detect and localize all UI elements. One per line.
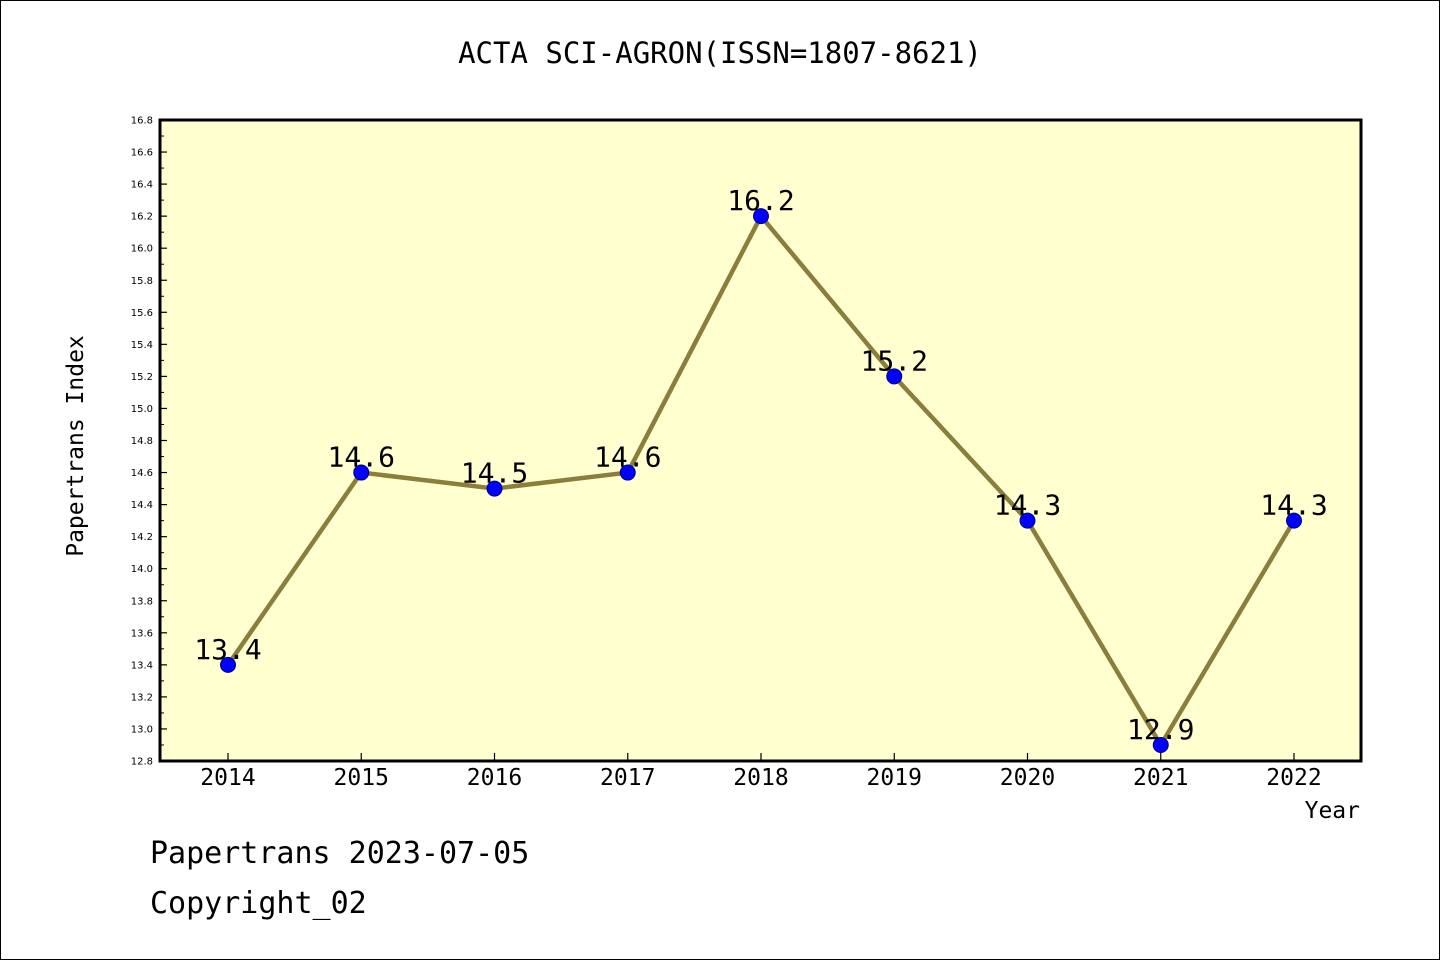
y-tick-label: 15.4 — [131, 340, 153, 351]
data-label: 14.3 — [1260, 489, 1327, 522]
footer-date: Papertrans 2023-07-05 — [150, 836, 530, 871]
y-tick-label: 13.4 — [131, 660, 153, 671]
y-tick-label: 16.6 — [131, 148, 153, 159]
data-point — [353, 464, 370, 481]
data-point — [619, 464, 636, 481]
y-axis-ticks: 12.8 13.0 13.2 13.4 13.6 13.8 14.0 14.2 14.4 14.6… — [131, 116, 167, 768]
data-labels: 13.4 14.6 14.5 14.6 16.2 15.2 14.3 12.9 14.3 — [194, 184, 1327, 746]
x-tick-label: 2014 — [200, 765, 255, 791]
y-tick-label: 15.2 — [131, 372, 153, 383]
y-tick-label: 15.6 — [131, 308, 153, 319]
x-axis-ticks: 2014 2015 2016 2017 2018 2019 2020 2021 2022 — [200, 753, 1322, 791]
x-tick-label: 2022 — [1266, 765, 1321, 791]
y-tick-label: 14.0 — [131, 564, 153, 575]
x-tick-label: 2016 — [467, 765, 522, 791]
x-tick-label: 2020 — [1000, 765, 1055, 791]
y-tick-label: 14.4 — [131, 500, 153, 511]
x-tick-label: 2015 — [334, 765, 389, 791]
chart-title: ACTA SCI-AGRON(ISSN=1807-8621) — [458, 36, 982, 70]
plot-area — [158, 118, 1363, 763]
data-point — [220, 656, 236, 673]
footer-copyright: Copyright_02 — [150, 886, 367, 921]
y-tick-label: 13.8 — [131, 596, 153, 607]
y-tick-label: 15.8 — [131, 276, 153, 287]
data-label: 14.6 — [594, 441, 661, 474]
data-point — [1152, 736, 1169, 753]
data-point — [753, 208, 769, 225]
series-group — [220, 208, 1302, 753]
y-tick-label: 13.2 — [131, 692, 153, 703]
x-tick-label: 2019 — [867, 765, 922, 791]
y-tick-label: 14.6 — [131, 468, 153, 479]
y-tick-label: 12.8 — [131, 757, 153, 768]
y-axis-title: Papertrans Index — [63, 335, 89, 557]
y-tick-label: 16.2 — [131, 212, 153, 223]
data-point — [1286, 512, 1302, 529]
y-tick-label: 15.0 — [131, 404, 153, 415]
y-tick-label: 16.4 — [131, 180, 153, 191]
y-tick-label: 13.0 — [131, 724, 153, 735]
x-tick-label: 2017 — [600, 765, 655, 791]
data-label: 14.5 — [461, 457, 528, 490]
data-label: 12.9 — [1127, 713, 1194, 746]
y-tick-label: 13.6 — [131, 628, 153, 639]
data-point — [886, 368, 903, 385]
x-tick-label: 2021 — [1133, 765, 1188, 791]
data-label: 15.2 — [861, 344, 928, 377]
data-point — [1019, 512, 1036, 529]
data-label: 16.2 — [727, 184, 794, 217]
y-tick-label: 16.8 — [131, 116, 153, 127]
data-label: 14.6 — [328, 441, 395, 474]
x-axis-title: Year — [1304, 798, 1360, 824]
y-tick-label: 14.2 — [131, 532, 153, 543]
y-tick-label: 14.8 — [131, 436, 153, 447]
data-point — [486, 480, 503, 497]
y-tick-label: 16.0 — [131, 244, 153, 255]
data-label: 14.3 — [994, 489, 1061, 522]
data-label: 13.4 — [194, 633, 261, 666]
x-tick-label: 2018 — [733, 765, 788, 791]
